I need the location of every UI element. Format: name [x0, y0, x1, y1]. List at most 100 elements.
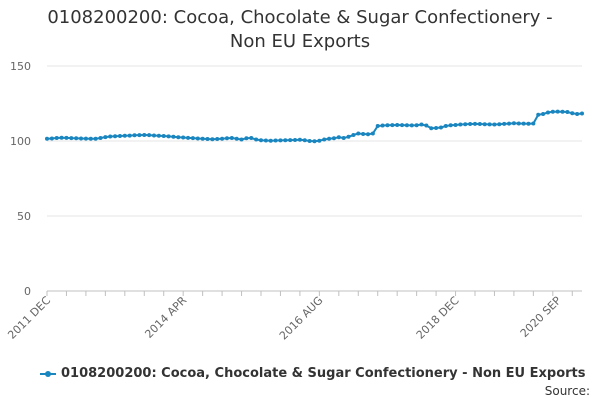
data-point[interactable] [492, 122, 497, 127]
data-point[interactable] [487, 122, 492, 127]
data-point[interactable] [263, 138, 268, 143]
data-point[interactable] [268, 138, 273, 143]
data-point[interactable] [132, 133, 137, 138]
data-point[interactable] [254, 137, 259, 142]
data-point[interactable] [502, 121, 507, 126]
data-point[interactable] [297, 137, 302, 142]
data-point[interactable] [565, 110, 570, 115]
data-point[interactable] [93, 136, 98, 141]
data-point[interactable] [103, 135, 108, 140]
data-point[interactable] [575, 112, 580, 116]
data-point[interactable] [327, 136, 332, 141]
data-point[interactable] [142, 133, 147, 137]
legend[interactable]: 0108200200: Cocoa, Chocolate & Sugar Con… [40, 366, 586, 381]
data-point[interactable] [507, 121, 512, 126]
data-point[interactable] [497, 122, 502, 127]
data-point[interactable] [531, 121, 536, 126]
data-point[interactable] [259, 138, 263, 143]
data-point[interactable] [181, 135, 186, 140]
data-point[interactable] [409, 123, 414, 128]
data-point[interactable] [541, 112, 546, 116]
data-point[interactable] [59, 135, 64, 140]
data-point[interactable] [176, 135, 181, 140]
data-point[interactable] [122, 133, 127, 138]
data-point[interactable] [414, 123, 419, 128]
data-point[interactable] [468, 122, 473, 127]
data-point[interactable] [171, 134, 176, 139]
data-point[interactable] [370, 131, 375, 136]
data-point[interactable] [458, 122, 463, 127]
data-point[interactable] [210, 137, 215, 142]
data-point[interactable] [438, 125, 443, 130]
data-point[interactable] [166, 134, 171, 139]
data-point[interactable] [152, 133, 156, 138]
data-point[interactable] [555, 109, 560, 114]
data-point[interactable] [380, 123, 385, 128]
data-point[interactable] [361, 131, 366, 136]
data-point[interactable] [390, 123, 395, 128]
data-point[interactable] [526, 121, 531, 126]
data-point[interactable] [278, 138, 283, 143]
data-point[interactable] [580, 111, 584, 116]
data-point[interactable] [545, 110, 550, 115]
data-point[interactable] [346, 134, 351, 139]
data-point[interactable] [49, 136, 54, 141]
data-point[interactable] [147, 133, 152, 138]
data-point[interactable] [516, 121, 521, 126]
data-point[interactable] [69, 136, 74, 141]
data-point[interactable] [448, 123, 453, 128]
data-point[interactable] [88, 136, 93, 141]
data-point[interactable] [117, 134, 122, 139]
data-point[interactable] [108, 134, 113, 139]
data-point[interactable] [156, 133, 161, 138]
data-point[interactable] [536, 112, 541, 117]
data-point[interactable] [477, 122, 482, 127]
series-line[interactable] [46, 110, 583, 143]
data-point[interactable] [375, 124, 380, 128]
data-point[interactable] [424, 123, 429, 128]
data-point[interactable] [293, 137, 298, 142]
data-point[interactable] [385, 123, 390, 128]
data-point[interactable] [570, 111, 575, 116]
data-point[interactable] [511, 121, 516, 126]
data-point[interactable] [113, 134, 118, 139]
data-point[interactable] [482, 122, 487, 127]
data-point[interactable] [215, 137, 220, 142]
data-point[interactable] [200, 136, 205, 141]
data-point[interactable] [336, 135, 341, 140]
data-point[interactable] [521, 121, 526, 126]
data-point[interactable] [453, 122, 458, 127]
data-point[interactable] [234, 136, 239, 141]
data-point[interactable] [434, 125, 439, 130]
data-point[interactable] [205, 137, 210, 142]
data-point[interactable] [229, 136, 234, 140]
data-point[interactable] [239, 137, 244, 142]
data-point[interactable] [137, 133, 142, 138]
data-point[interactable] [302, 138, 307, 143]
data-point[interactable] [419, 122, 424, 127]
data-point[interactable] [366, 132, 370, 137]
data-point[interactable] [356, 131, 361, 136]
data-point[interactable] [404, 123, 409, 128]
data-point[interactable] [307, 139, 312, 143]
data-point[interactable] [351, 133, 356, 137]
data-point[interactable] [317, 138, 322, 143]
data-point[interactable] [83, 136, 88, 141]
data-point[interactable] [249, 136, 254, 140]
data-point[interactable] [443, 124, 448, 128]
data-point[interactable] [322, 137, 327, 142]
data-point[interactable] [190, 136, 195, 141]
data-point[interactable] [400, 123, 405, 128]
data-point[interactable] [273, 138, 278, 143]
data-point[interactable] [283, 138, 288, 143]
data-point[interactable] [395, 122, 400, 127]
data-point[interactable] [127, 133, 132, 138]
data-point[interactable] [560, 109, 565, 114]
data-point[interactable] [463, 122, 468, 127]
data-point[interactable] [74, 136, 79, 141]
data-point[interactable] [341, 136, 346, 140]
data-point[interactable] [64, 135, 69, 140]
data-point[interactable] [186, 135, 191, 140]
data-point[interactable] [79, 136, 84, 141]
data-point[interactable] [195, 136, 200, 141]
